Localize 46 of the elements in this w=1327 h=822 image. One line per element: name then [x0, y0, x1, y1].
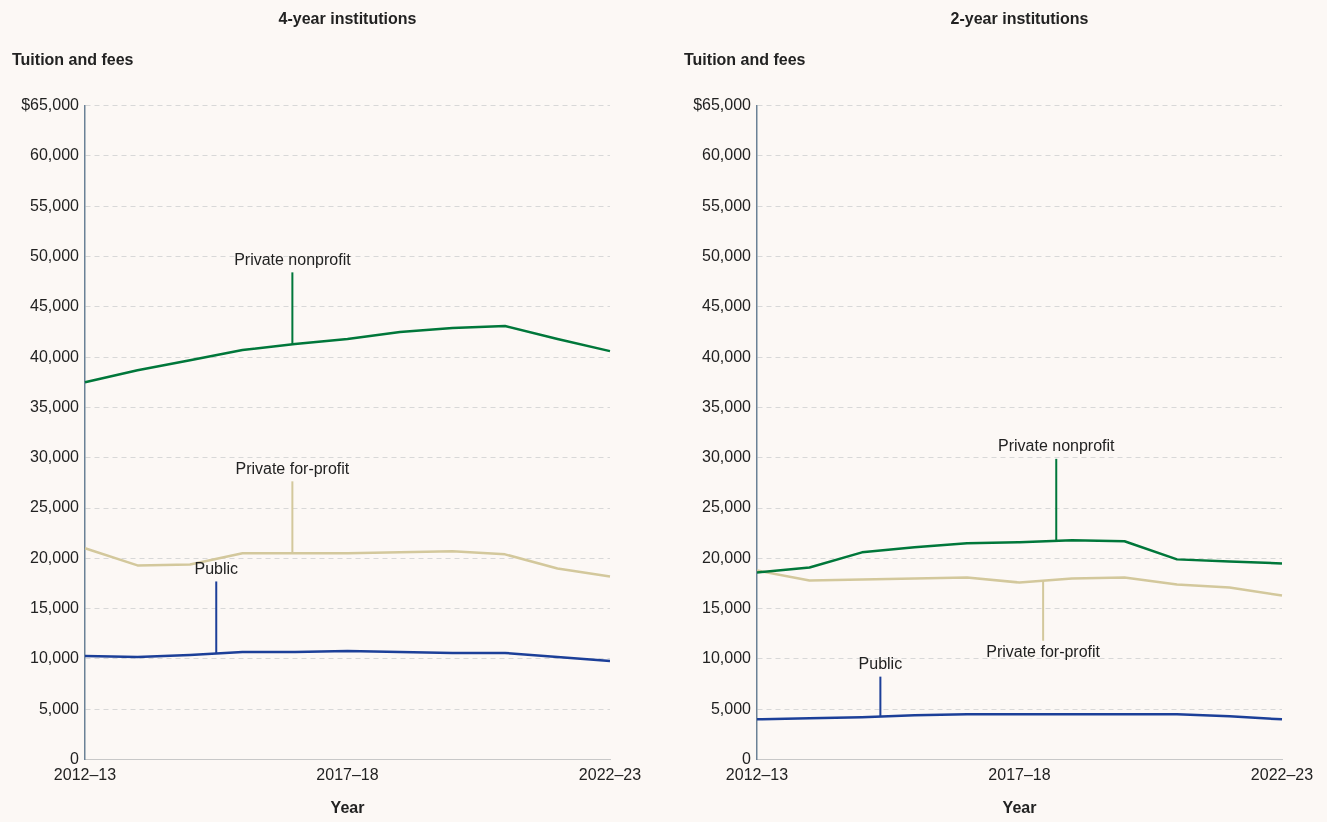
x-tick-label: 2012–13 [725, 765, 789, 783]
y-tick-label: 45,000 [30, 297, 80, 315]
y-tick-label: 20,000 [702, 548, 752, 566]
x-tick-label: 2017–18 [988, 765, 1051, 783]
y-tick-label: 25,000 [30, 498, 80, 516]
text: Private for-profit [986, 643, 1101, 661]
y-tick-label: 55,000 [30, 196, 80, 214]
y-tick-label: 40,000 [30, 347, 80, 365]
x-axis-title: Year [330, 798, 365, 816]
chart-title: 2-year institutions [949, 10, 1090, 28]
y-tick-label: 5,000 [38, 699, 80, 717]
text: Private nonprofit [997, 437, 1116, 455]
y-tick-label: 30,000 [30, 448, 80, 466]
x-tick-label: 2022–23 [578, 765, 642, 783]
y-tick-label: 10,000 [702, 649, 752, 667]
y-tick-label: $65,000 [21, 96, 80, 114]
y-tick-label: 5,000 [710, 699, 752, 717]
x-tick-label: 2022–23 [1250, 765, 1314, 783]
y-tick-label: 15,000 [702, 599, 752, 617]
y-tick-label: 45,000 [702, 297, 752, 315]
y-axis-title: Tuition and fees [684, 51, 806, 69]
y-tick-label: 35,000 [30, 397, 80, 415]
y-tick-label: 25,000 [702, 498, 752, 516]
x-axis-title: Year [1002, 798, 1037, 816]
y-tick-label: 20,000 [30, 548, 80, 566]
y-axis-title: Tuition and fees [12, 51, 134, 69]
y-tick-label: 60,000 [702, 146, 752, 164]
y-tick-label: 55,000 [702, 196, 752, 214]
chart-title: 4-year institutions [277, 10, 418, 28]
text: Private for-profit [235, 459, 350, 477]
x-tick-label: 2017–18 [316, 765, 379, 783]
y-tick-label: 60,000 [30, 146, 80, 164]
y-tick-label: 10,000 [30, 649, 80, 667]
y-tick-label: 40,000 [702, 347, 752, 365]
y-tick-label: 15,000 [30, 599, 80, 617]
text: Public [194, 559, 239, 577]
y-tick-label: 35,000 [702, 397, 752, 415]
y-tick-label: 0 [742, 750, 752, 768]
y-tick-label: 50,000 [702, 246, 752, 264]
y-tick-label: 50,000 [30, 246, 80, 264]
y-tick-label: 30,000 [702, 448, 752, 466]
text: Private nonprofit [234, 250, 352, 268]
text: Public [858, 655, 903, 673]
y-tick-label: 0 [70, 750, 80, 768]
y-tick-label: $65,000 [693, 96, 752, 114]
x-tick-label: 2012–13 [53, 765, 117, 783]
